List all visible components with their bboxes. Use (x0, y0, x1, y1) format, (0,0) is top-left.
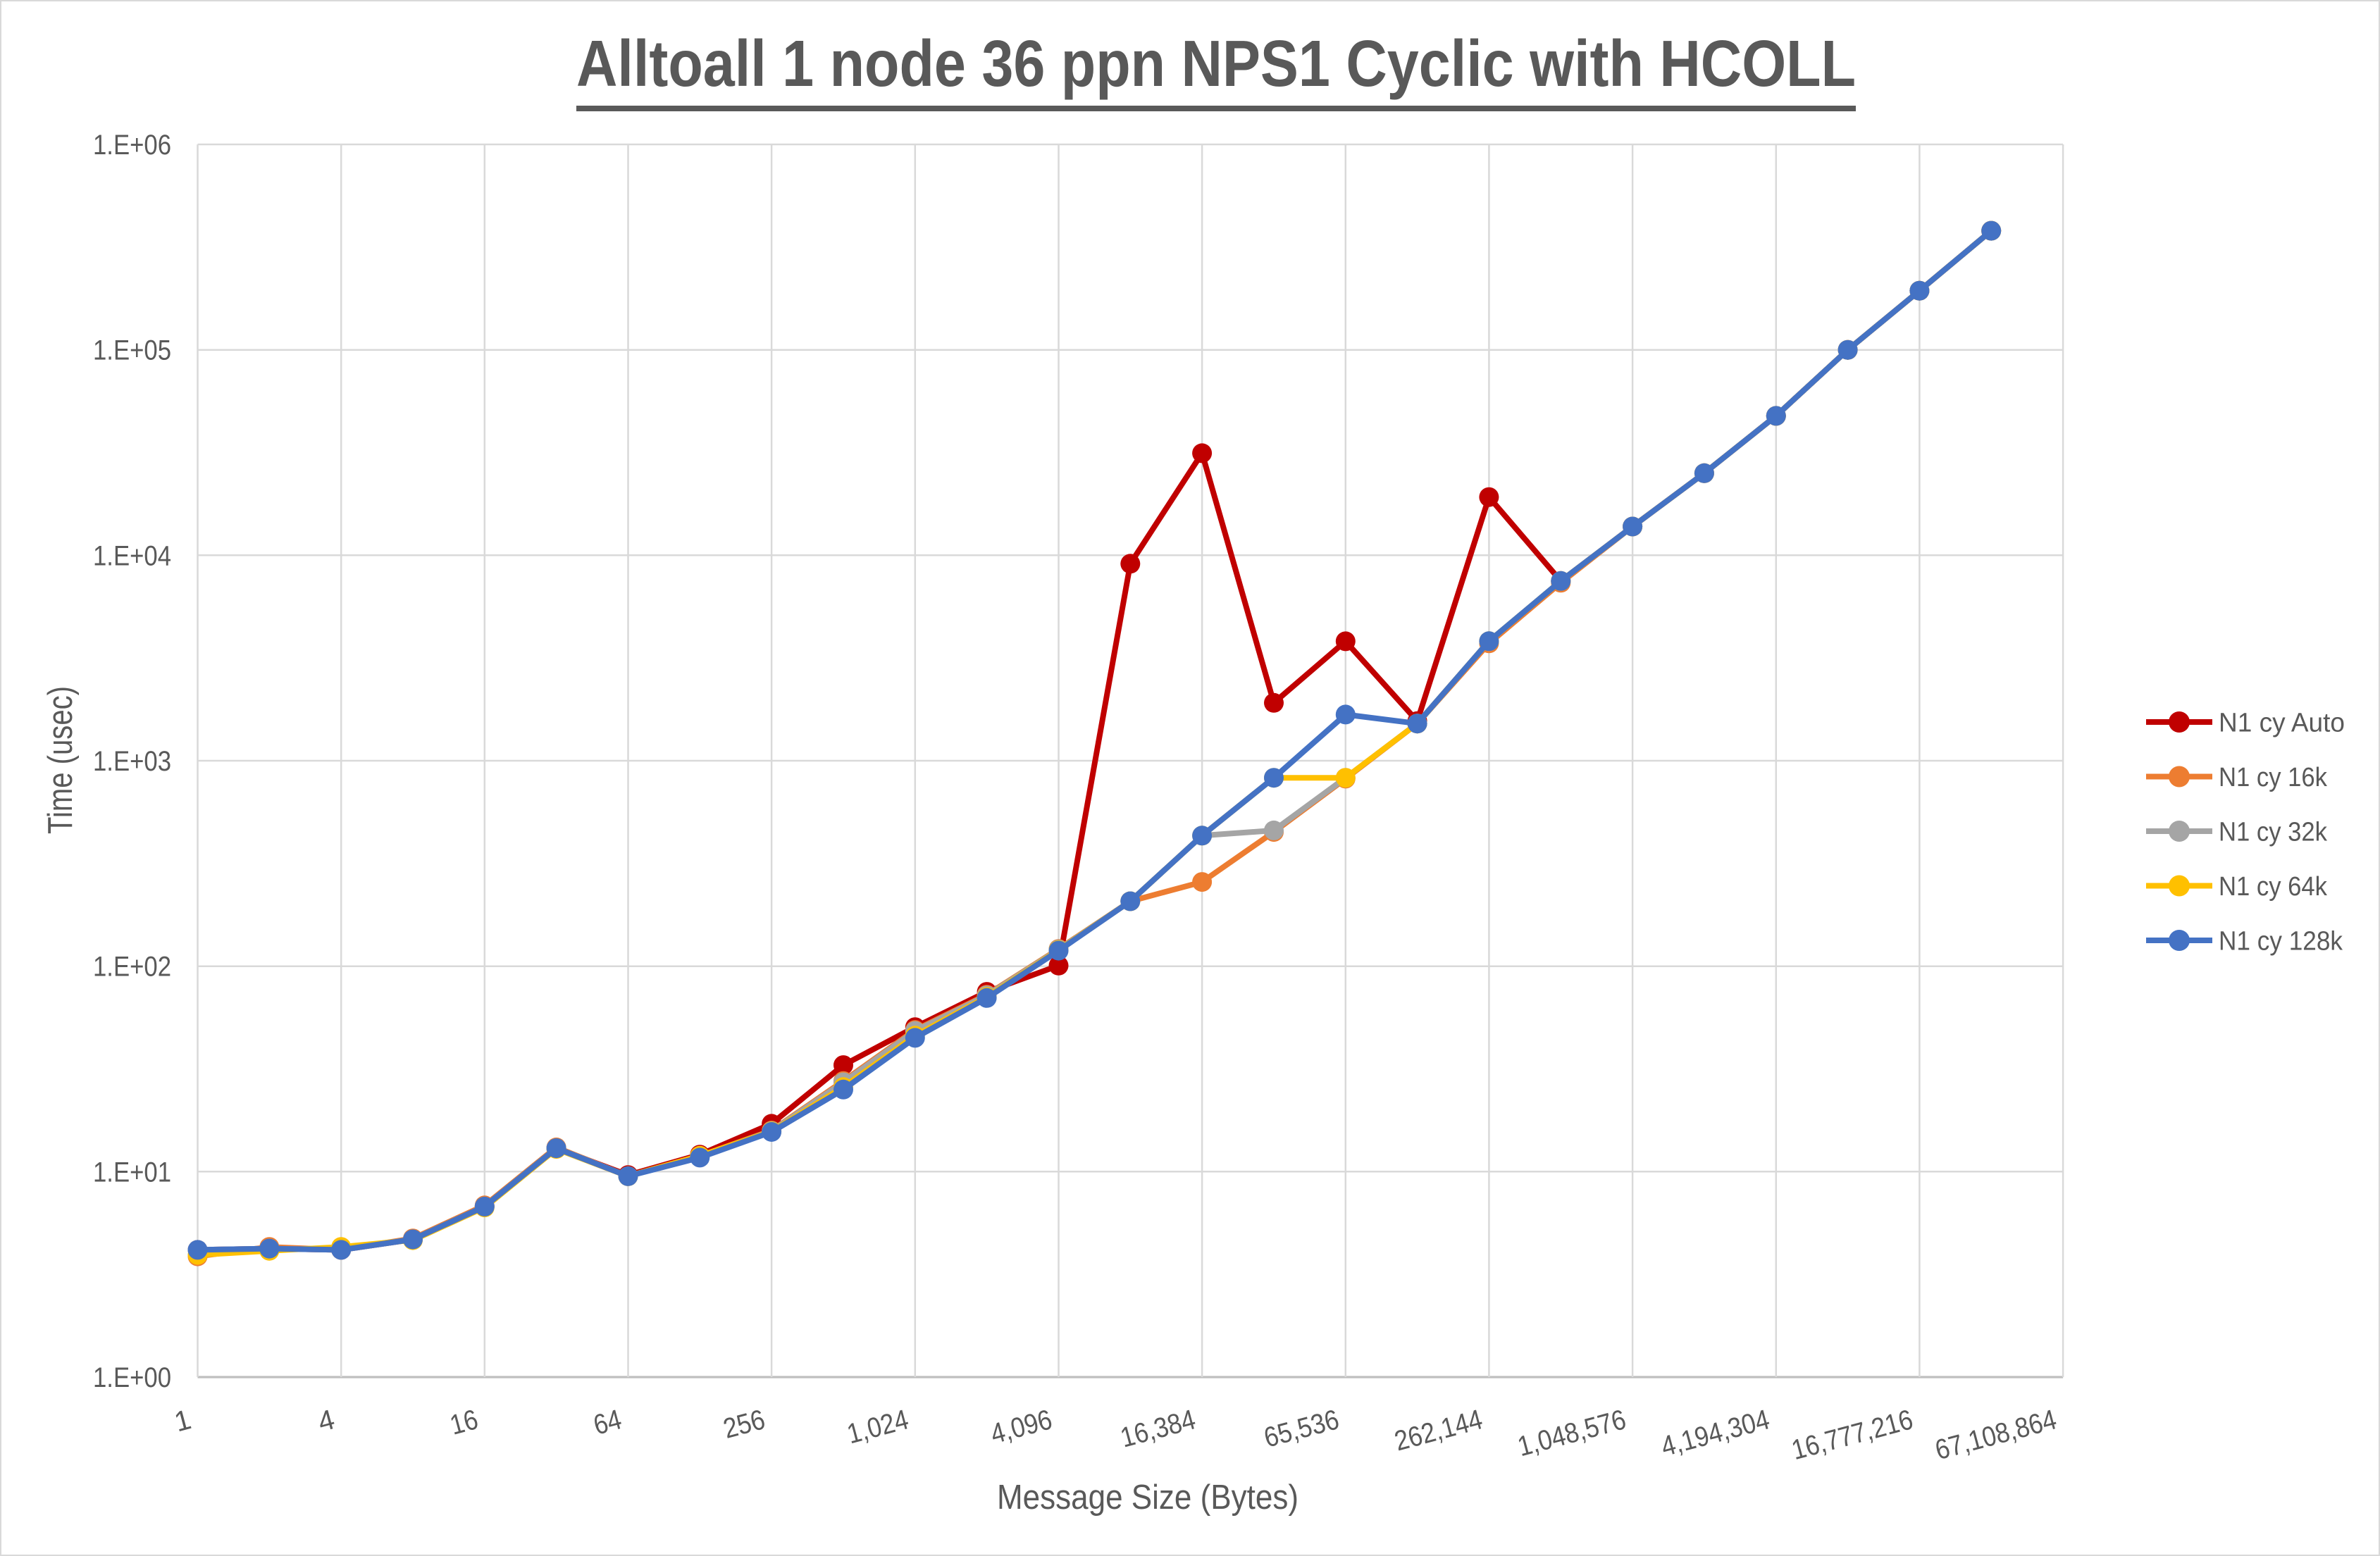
svg-text:Message Size (Bytes): Message Size (Bytes) (997, 1479, 1299, 1517)
svg-text:N1 cy 32k: N1 cy 32k (2219, 818, 2328, 847)
svg-text:1.E+00: 1.E+00 (93, 1362, 171, 1393)
svg-text:1.E+03: 1.E+03 (93, 746, 171, 777)
svg-text:1.E+02: 1.E+02 (93, 952, 171, 983)
svg-text:Time (usec): Time (usec) (42, 686, 80, 834)
svg-text:1.E+04: 1.E+04 (93, 540, 171, 571)
svg-text:N1 cy 16k: N1 cy 16k (2219, 763, 2328, 792)
svg-text:1.E+05: 1.E+05 (93, 335, 171, 366)
svg-text:N1 cy Auto: N1 cy Auto (2219, 709, 2345, 738)
svg-text:1.E+06: 1.E+06 (93, 130, 171, 161)
svg-text:Alltoall 1 node 36 ppn NPS1 Cy: Alltoall 1 node 36 ppn NPS1 Cyclic with … (576, 27, 1856, 100)
svg-text:N1 cy 64k: N1 cy 64k (2219, 872, 2328, 902)
svg-text:N1 cy 128k: N1 cy 128k (2219, 927, 2343, 957)
svg-text:1.E+01: 1.E+01 (93, 1157, 171, 1188)
